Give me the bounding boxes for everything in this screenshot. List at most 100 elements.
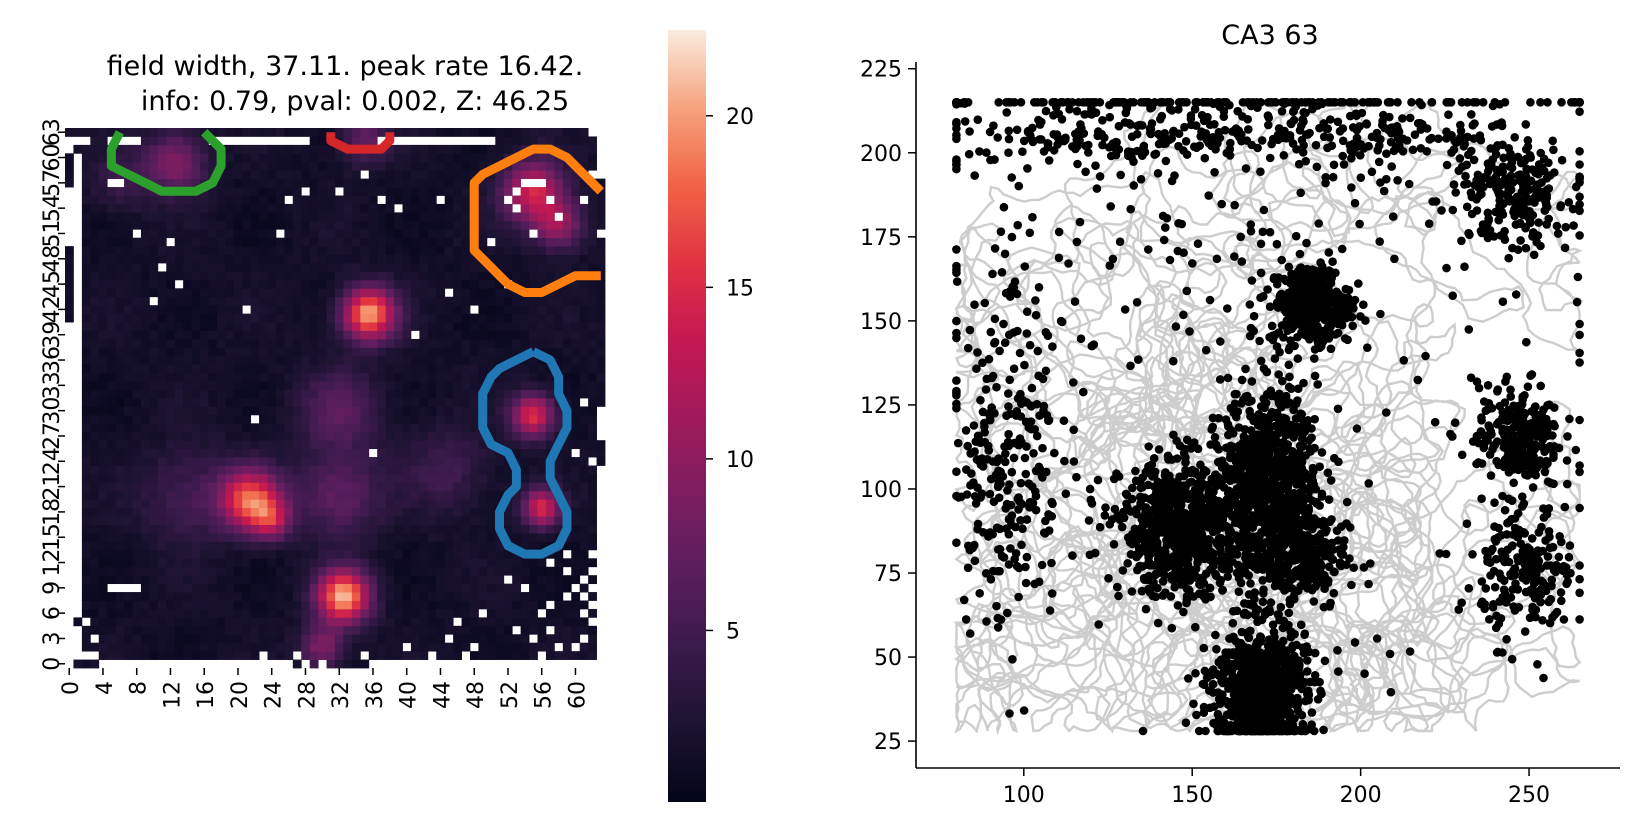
heatmap-cell (453, 355, 462, 365)
heatmap-cell (267, 499, 277, 509)
heatmap-cell (512, 144, 522, 154)
heatmap-cell (309, 220, 319, 230)
heatmap-cell (166, 541, 176, 551)
heatmap-cell (157, 355, 167, 365)
heatmap-cell (200, 305, 209, 315)
heatmap-cell (529, 566, 538, 576)
heatmap-cell (368, 431, 378, 441)
heatmap-cell (410, 625, 420, 635)
heatmap-cell (157, 161, 167, 171)
heatmap-cell (503, 608, 513, 618)
heatmap-cell (318, 642, 327, 652)
heatmap-cell (427, 347, 437, 357)
spike-point (1128, 494, 1137, 504)
spike-point (1123, 559, 1132, 568)
heatmap-cell (444, 153, 454, 163)
heatmap-cell (301, 237, 311, 247)
heatmap-cell (427, 296, 437, 306)
heatmap-cell (318, 372, 327, 382)
heatmap-cell (436, 144, 446, 154)
heatmap-cell (351, 608, 361, 618)
heatmap-cell (309, 144, 319, 154)
heatmap-cell (90, 583, 100, 593)
heatmap-cell (309, 263, 319, 272)
heatmap-cell (98, 153, 108, 163)
heatmap-cell (191, 423, 201, 433)
heatmap-cell (419, 482, 429, 492)
heatmap-cell (284, 533, 294, 542)
heatmap-cell (410, 524, 420, 534)
heatmap-cell (520, 330, 530, 340)
heatmap-cell (394, 178, 403, 188)
heatmap-cell (292, 465, 302, 475)
heatmap-cell (461, 465, 471, 475)
heatmap-cell (427, 457, 437, 466)
spike-point (1161, 588, 1170, 597)
heatmap-cell (107, 499, 117, 509)
heatmap-cell (326, 195, 336, 205)
heatmap-cell (579, 330, 589, 340)
heatmap-cell (174, 305, 184, 315)
heatmap-cell (562, 288, 572, 298)
heatmap-cell (486, 592, 496, 601)
heatmap-cell (242, 507, 252, 517)
heatmap-cell (200, 414, 209, 424)
spike-point (1126, 550, 1136, 559)
heatmap-cell (436, 490, 446, 500)
heatmap-cell (529, 406, 538, 416)
heatmap-cell (335, 651, 344, 660)
heatmap-cell (140, 600, 150, 610)
heatmap-cell (216, 473, 226, 483)
heatmap-cell (107, 263, 117, 272)
heatmap-cell (360, 473, 370, 483)
heatmap-cell (174, 229, 184, 239)
heatmap-cell (225, 170, 235, 180)
heatmap-cell (98, 364, 108, 374)
heatmap-cell (579, 457, 589, 466)
heatmap-cell (394, 128, 403, 137)
heatmap-cell (444, 128, 454, 137)
heatmap-cell (166, 566, 176, 576)
heatmap-cell (470, 490, 479, 500)
heatmap-panel: field width, 37.11. peak rate 16.42. inf… (40, 51, 606, 709)
heatmap-cell (81, 178, 91, 188)
heatmap-cell (124, 347, 133, 357)
heatmap-cell (537, 431, 547, 441)
heatmap-cell (98, 187, 108, 196)
heatmap-cell (503, 313, 513, 323)
heatmap-cell (343, 153, 353, 163)
heatmap-cell (520, 600, 530, 610)
heatmap-cell (309, 414, 319, 424)
heatmap-cell (267, 372, 277, 382)
heatmap-cell (81, 566, 91, 576)
heatmap-cell (242, 364, 252, 374)
heatmap-cells (65, 128, 606, 669)
heatmap-cell (368, 305, 378, 315)
heatmap-cell (242, 600, 252, 610)
heatmap-cell (233, 254, 243, 264)
heatmap-cell (140, 465, 150, 475)
heatmap-cell (368, 195, 378, 205)
heatmap-cell (183, 263, 192, 272)
heatmap-cell (191, 271, 201, 281)
heatmap-cell (115, 322, 125, 331)
heatmap-cell (115, 634, 125, 644)
heatmap-cell (107, 423, 117, 433)
spike-point (1209, 561, 1218, 571)
heatmap-cell (292, 583, 302, 593)
heatmap-cell (250, 524, 260, 534)
heatmap-cell (470, 558, 479, 568)
heatmap-cell (191, 634, 201, 644)
heatmap-cell (183, 651, 192, 660)
heatmap-cell (436, 389, 446, 399)
heatmap-cell (470, 473, 479, 483)
heatmap-cell (191, 212, 201, 222)
heatmap-cell (157, 322, 167, 331)
heatmap-cell (284, 625, 294, 635)
heatmap-cell (149, 507, 159, 517)
heatmap-cell (183, 642, 192, 652)
heatmap-cell (124, 406, 133, 416)
heatmap-cell (478, 246, 488, 255)
heatmap-cell (98, 355, 108, 365)
